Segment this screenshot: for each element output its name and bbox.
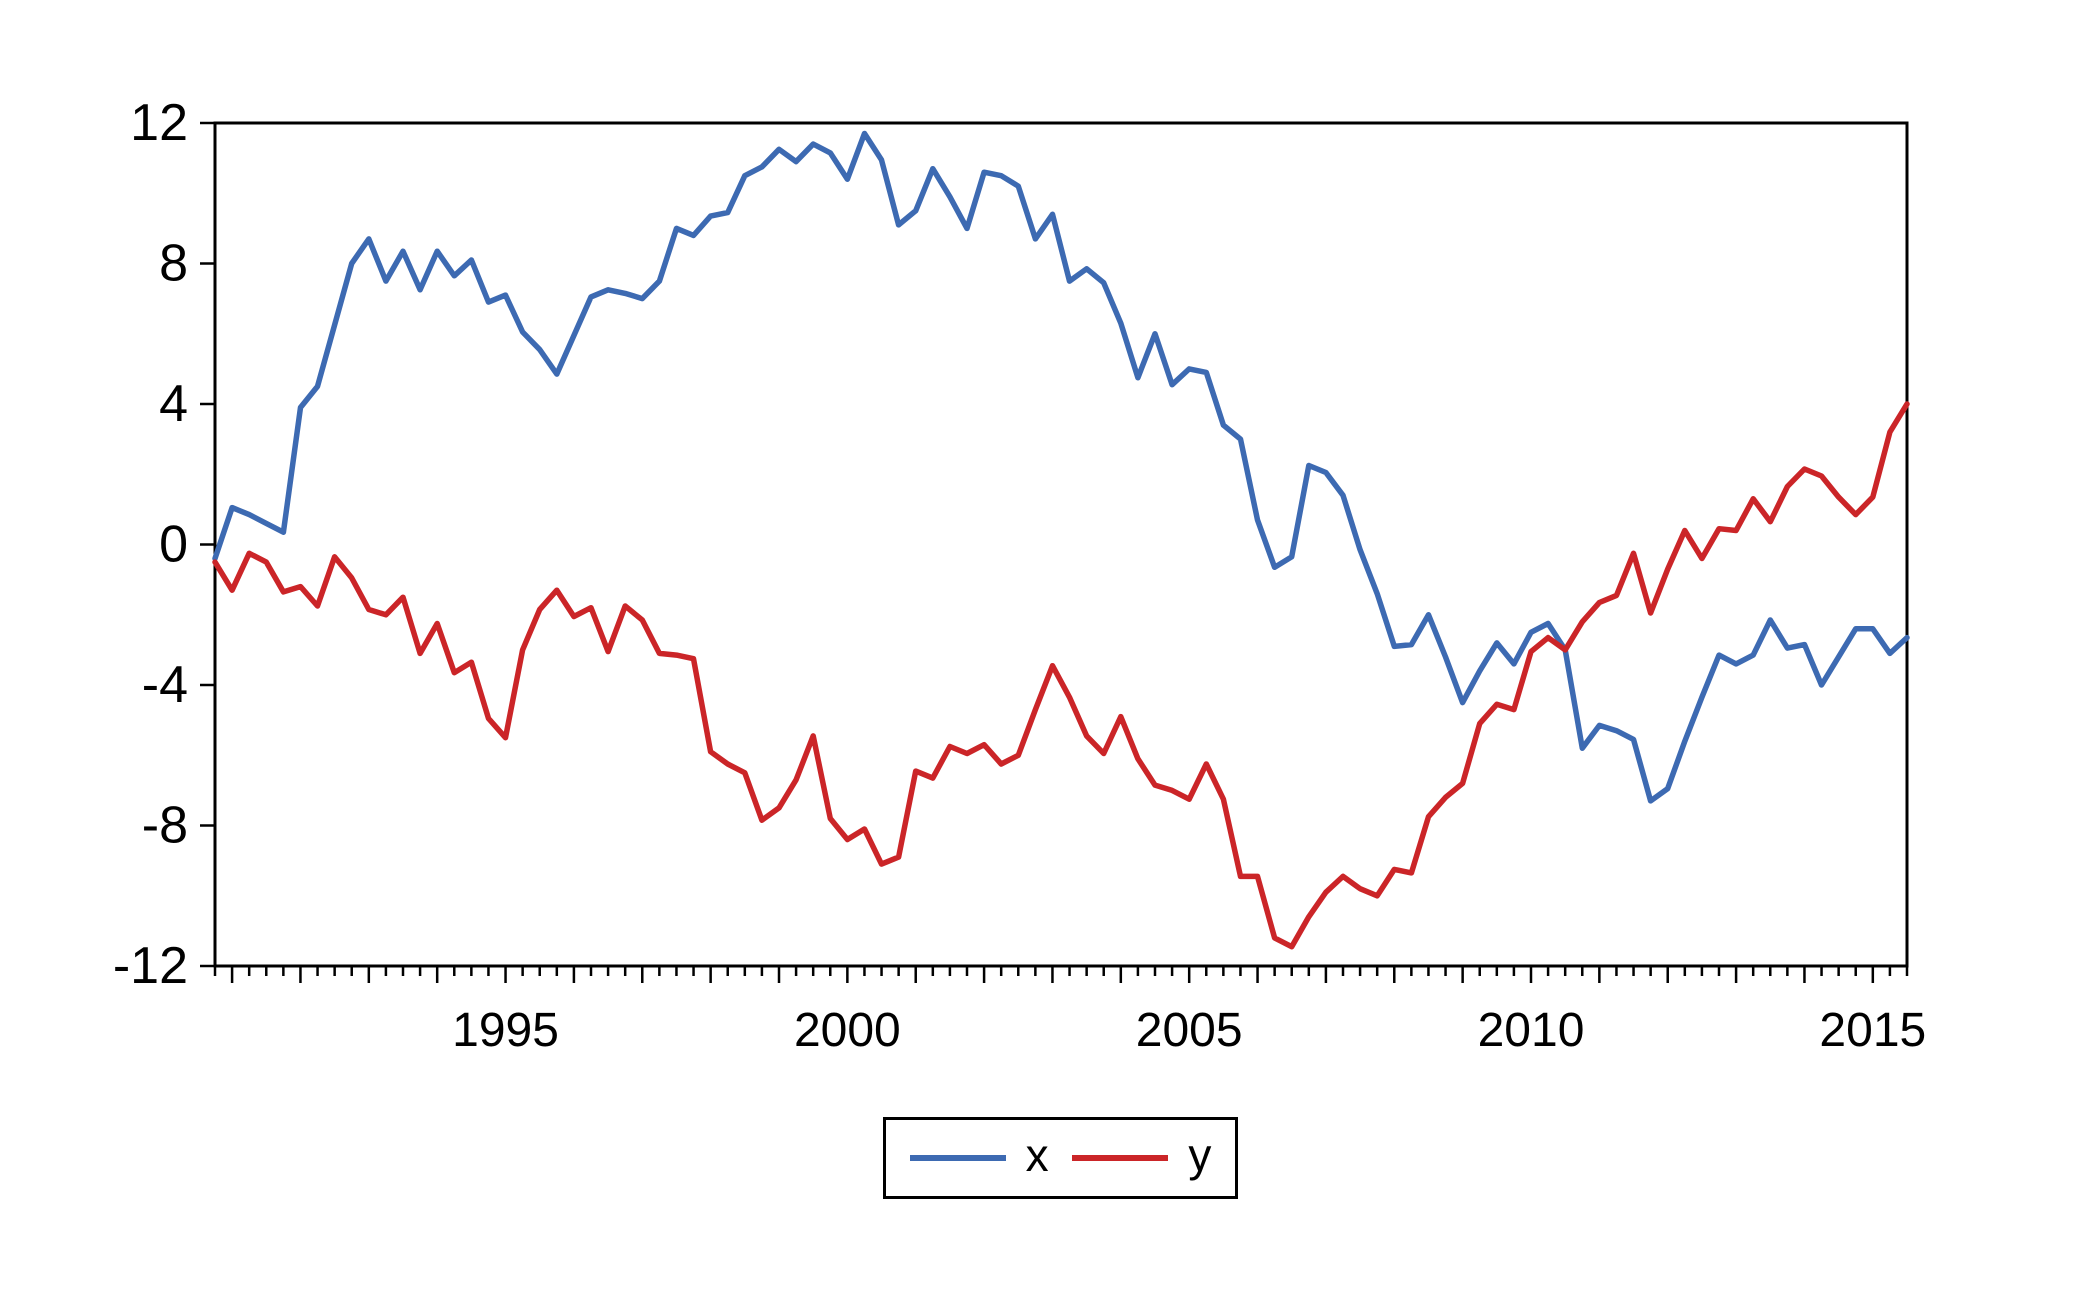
y-axis-label: -12 (113, 937, 188, 995)
legend-swatch-y (1072, 1155, 1169, 1161)
x-axis-label: 2000 (794, 1004, 901, 1057)
y-axis-label: 0 (159, 516, 188, 574)
series-x-line (212, 130, 1910, 804)
legend-label-y: y (1188, 1129, 1212, 1181)
legend-swatch-x (909, 1155, 1006, 1161)
y-axis-label: 12 (130, 94, 188, 152)
y-axis-label: 8 (159, 235, 188, 293)
series-y-line (212, 401, 1910, 950)
legend-box: x y (883, 1117, 1238, 1199)
x-axis-label: 1995 (452, 1004, 559, 1057)
x-axis-label: 2005 (1136, 1004, 1243, 1057)
y-axis-label: -8 (142, 797, 188, 855)
x-axis-label: 2015 (1819, 1004, 1926, 1057)
y-axis-label: 4 (159, 375, 188, 433)
x-axis-label: 2010 (1478, 1004, 1585, 1057)
legend-entry-x: x (909, 1129, 1049, 1181)
y-axis-label: -4 (142, 656, 188, 714)
legend-label-x: x (1025, 1129, 1049, 1181)
legend-entry-y: y (1072, 1129, 1212, 1181)
